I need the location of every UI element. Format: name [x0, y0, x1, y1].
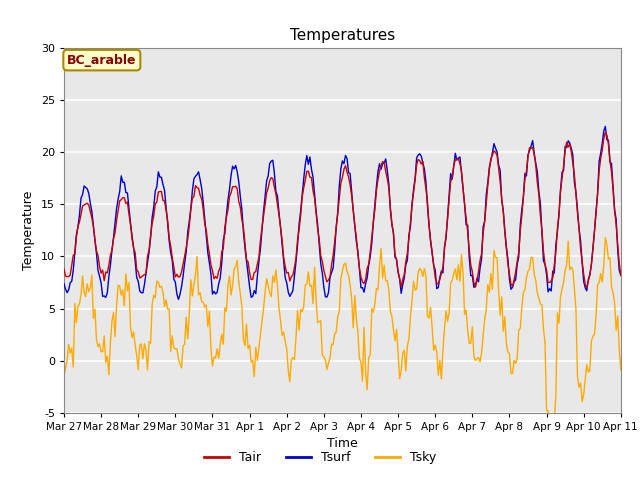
Tsurf — [397, 290, 405, 296]
Line: Tsky: Tsky — [64, 238, 621, 443]
Tsurf — [164, 220, 172, 226]
Tsurf — [379, 160, 387, 166]
Tsky — [550, 417, 558, 422]
Tair — [164, 217, 172, 223]
Y-axis label: Temperature: Temperature — [22, 191, 35, 270]
Line: Tsurf: Tsurf — [64, 126, 621, 300]
Tsurf — [617, 273, 625, 278]
Tair — [408, 203, 416, 208]
Tsky — [60, 372, 68, 378]
Tsky — [617, 367, 625, 372]
Tsurf — [550, 270, 558, 276]
Title: Temperatures: Temperatures — [290, 28, 395, 43]
Line: Tair: Tair — [64, 132, 621, 288]
Tsky — [396, 376, 403, 382]
Legend: Tair, Tsurf, Tsky: Tair, Tsurf, Tsky — [198, 446, 442, 469]
Tair — [60, 266, 68, 272]
Tsky — [547, 440, 555, 445]
Tsurf — [602, 123, 609, 129]
Tsky — [164, 306, 172, 312]
Tsurf — [76, 212, 83, 218]
X-axis label: Time: Time — [327, 437, 358, 450]
Tair — [76, 219, 83, 225]
Tsurf — [175, 297, 182, 302]
Tsky — [408, 298, 416, 304]
Tsky — [76, 301, 83, 307]
Tair — [617, 273, 625, 278]
Tair — [602, 130, 609, 135]
Text: BC_arable: BC_arable — [67, 54, 136, 67]
Tair — [549, 275, 557, 281]
Tair — [583, 285, 591, 290]
Tsky — [602, 235, 609, 240]
Tsurf — [60, 281, 68, 287]
Tair — [396, 276, 403, 281]
Tsurf — [410, 187, 417, 192]
Tsky — [377, 246, 385, 252]
Tair — [377, 163, 385, 169]
